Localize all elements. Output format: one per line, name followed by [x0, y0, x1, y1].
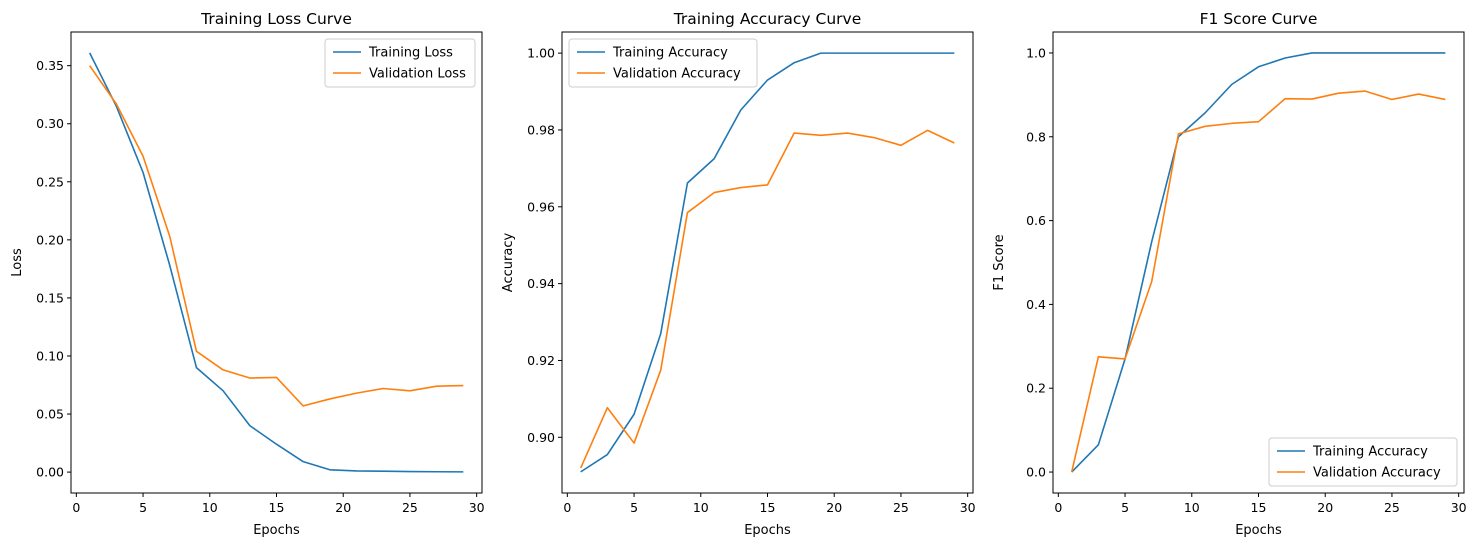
y-axis-label: Loss	[10, 248, 25, 277]
x-tick-label: 0	[72, 500, 80, 515]
y-tick-label: 1.0	[1026, 45, 1046, 60]
legend-label: Validation Accuracy	[613, 67, 741, 82]
legend-box	[568, 38, 758, 88]
legend: Training Loss Validation Loss	[324, 38, 476, 88]
y-tick-label: 0.15	[36, 290, 64, 305]
x-axis-label: Epochs	[1235, 523, 1282, 538]
chart-panel: 0 5 10 15 20 25 30 0.0 0.2 0.4 0.6 0.8 1.0 F1 Score C…	[992, 10, 1467, 538]
x-tick-label: 10	[202, 500, 218, 515]
x-tick-label: 5	[139, 500, 147, 515]
y-tick-label: 0.98	[527, 122, 555, 137]
y-tick-label: 0.2	[1026, 381, 1046, 396]
y-tick-label: 0.30	[36, 116, 64, 131]
legend-label: Validation Loss	[369, 67, 466, 82]
y-tick-label: 0.6	[1026, 213, 1046, 228]
y-axis-label: F1 Score	[992, 234, 1007, 290]
legend: Training Accuracy Validation Accuracy	[1268, 437, 1458, 487]
y-tick-label: 0.96	[527, 199, 555, 214]
y-tick-label: 0.05	[36, 407, 64, 422]
series-line	[1070, 90, 1446, 473]
x-axis-label: Epochs	[744, 523, 791, 538]
series-line	[579, 129, 955, 469]
x-tick-label: 25	[893, 500, 909, 515]
x-tick-label: 5	[1121, 500, 1129, 515]
x-tick-label: 15	[269, 500, 285, 515]
series-line	[89, 65, 464, 407]
legend: Training Accuracy Validation Accuracy	[568, 38, 758, 88]
y-tick-label: 0.90	[527, 430, 555, 445]
x-tick-label: 25	[402, 500, 418, 515]
x-tick-label: 15	[1251, 500, 1267, 515]
y-tick-label: 0.35	[36, 58, 64, 73]
y-axis-label: Accuracy	[501, 233, 516, 293]
x-tick-label: 20	[335, 500, 351, 515]
x-tick-label: 20	[1317, 500, 1333, 515]
x-tick-label: 30	[469, 500, 485, 515]
chart-title: Training Loss Curve	[200, 10, 352, 28]
x-tick-label: 0	[1054, 500, 1062, 515]
x-tick-label: 25	[1384, 500, 1400, 515]
y-tick-label: 0.94	[527, 276, 555, 291]
y-tick-label: 1.00	[527, 46, 555, 61]
y-tick-label: 0.8	[1026, 129, 1046, 144]
x-tick-label: 30	[1451, 500, 1467, 515]
chart-panel: 0 5 10 15 20 25 30 0.90 0.92 0.94 0.96 0.98 1.00 Trai…	[501, 10, 976, 538]
x-axis-label: Epochs	[253, 523, 300, 538]
y-tick-label: 0.00	[36, 465, 64, 480]
charts-layer: 0 5 10 15 20 25 300.000.050.100.150.200.250.30…	[10, 10, 1467, 538]
legend-label: Validation Accuracy	[1313, 466, 1441, 481]
legend-label: Training Loss	[368, 46, 453, 61]
legend-box	[324, 38, 476, 88]
x-tick-label: 30	[960, 500, 976, 515]
x-tick-label: 10	[1184, 500, 1200, 515]
series-line	[88, 52, 464, 473]
chart-title: F1 Score Curve	[1200, 10, 1318, 28]
legend-label: Training Accuracy	[612, 46, 728, 61]
chart-panel: 0 5 10 15 20 25 30 0.00 0.05 0.10 0.15 0.20 0.25 0.30…	[10, 10, 485, 538]
y-tick-label: 0.4	[1026, 297, 1046, 312]
y-tick-label: 0.10	[36, 348, 64, 363]
x-tick-label: 20	[826, 500, 842, 515]
x-tick-label: 15	[760, 500, 776, 515]
y-tick-label: 0.20	[36, 232, 64, 247]
legend-box	[1268, 437, 1458, 487]
series-line	[1071, 52, 1446, 473]
x-tick-label: 10	[693, 500, 709, 515]
y-tick-label: 0.0	[1026, 465, 1046, 480]
series-line	[580, 52, 955, 473]
y-tick-label: 0.25	[36, 174, 64, 189]
chart-title: Training Accuracy Curve	[673, 10, 862, 28]
x-tick-label: 5	[630, 500, 638, 515]
legend-label: Training Accuracy	[1312, 445, 1428, 460]
x-tick-label: 0	[563, 500, 571, 515]
y-tick-label: 0.92	[527, 353, 555, 368]
